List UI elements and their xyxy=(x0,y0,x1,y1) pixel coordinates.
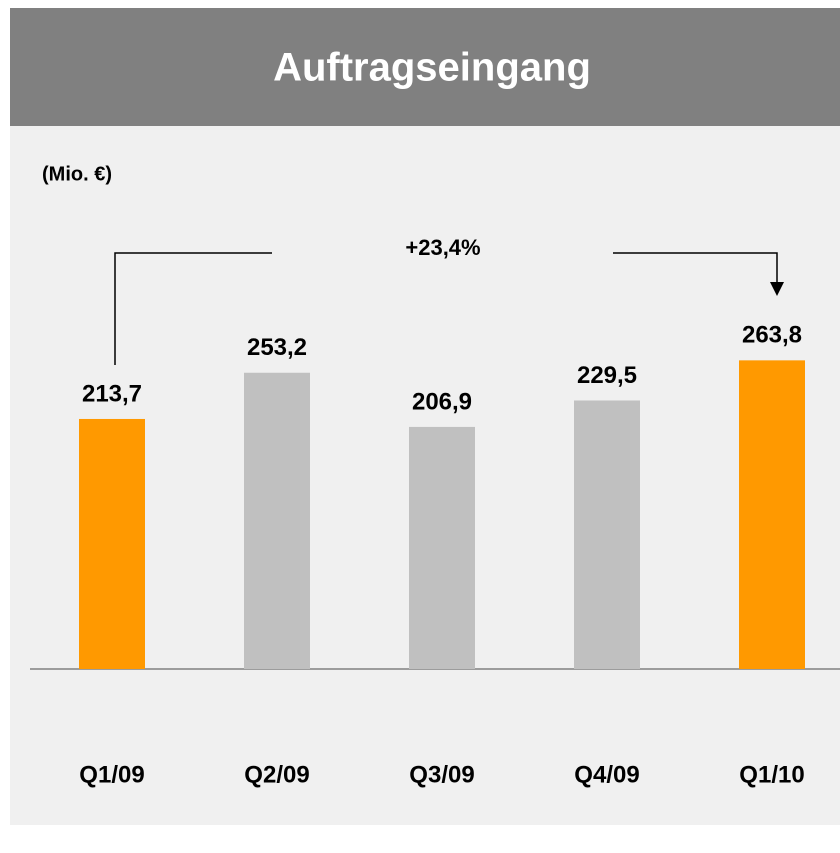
chart-title: Auftragseingang xyxy=(273,46,591,90)
bar xyxy=(409,426,475,669)
bracket-right xyxy=(613,252,778,283)
bracket-left xyxy=(114,252,272,365)
x-tick-label: Q1/10 xyxy=(739,761,804,788)
value-label: 263,8 xyxy=(742,322,802,349)
annotation: +23,4% xyxy=(405,235,480,260)
value-label: 229,5 xyxy=(577,362,637,389)
x-tick-label: Q2/09 xyxy=(244,761,309,788)
subtitle: (Mio. €) xyxy=(42,163,112,185)
bar xyxy=(574,400,640,669)
bar xyxy=(79,418,145,669)
value-label: 206,9 xyxy=(412,388,472,415)
value-label: 213,7 xyxy=(82,380,142,407)
value-label: 253,2 xyxy=(247,334,307,361)
x-tick-label: Q4/09 xyxy=(574,761,639,788)
header xyxy=(10,8,840,126)
x-tick-label: Q1/09 xyxy=(79,761,144,788)
x-tick-label: Q3/09 xyxy=(409,761,474,788)
bar xyxy=(739,360,805,669)
bar xyxy=(244,372,310,669)
arrow-head xyxy=(770,282,784,296)
